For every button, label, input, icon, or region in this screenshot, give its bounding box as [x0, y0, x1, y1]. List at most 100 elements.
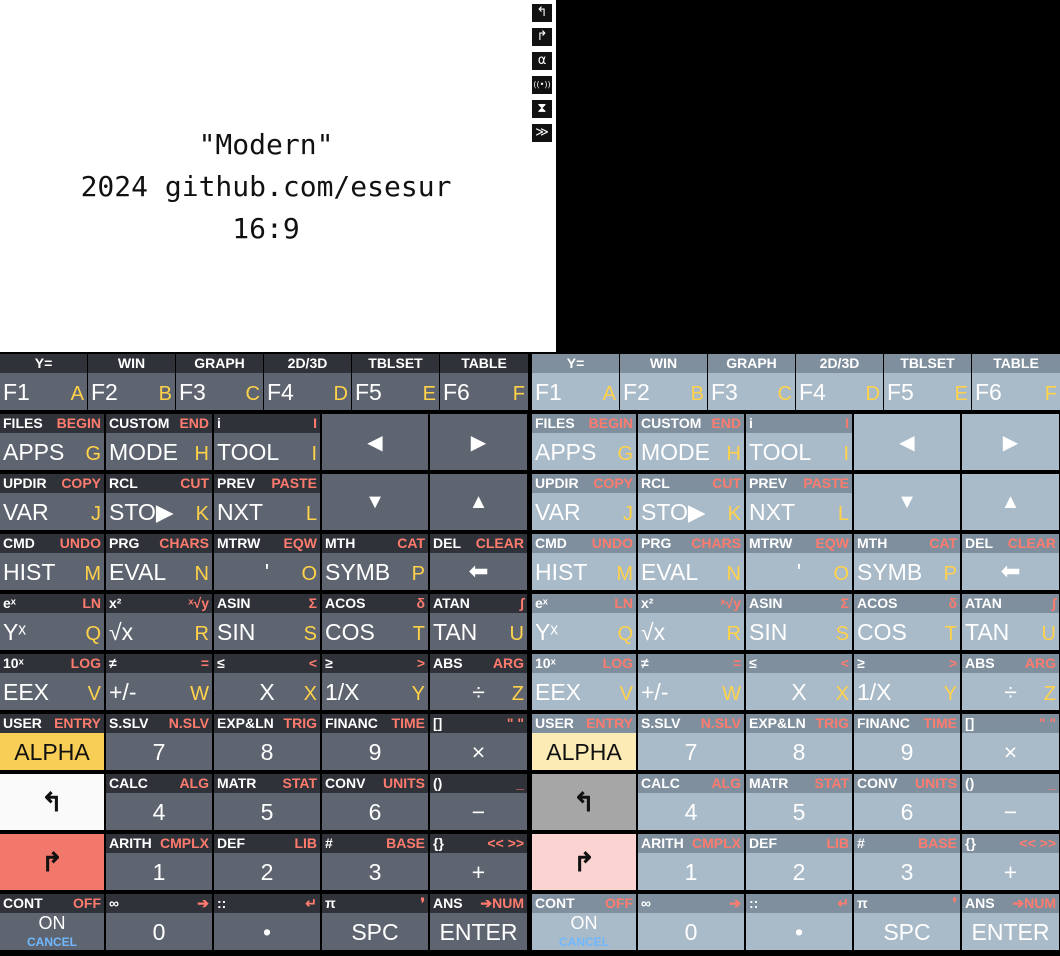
right-on-key[interactable]: CONT OFF ON CANCEL [532, 894, 636, 950]
left-right-shift-key[interactable]: ↱ [0, 834, 104, 890]
left-left-arrow-key[interactable]: ◀ [322, 414, 428, 470]
left-key-row1-2[interactable]: i I TOOL I [214, 414, 320, 470]
left-key-row6-1[interactable]: S.SLV N.SLV 7 [106, 714, 212, 770]
left-key-f3[interactable]: GRAPH F3 C [176, 354, 263, 410]
right-key-row8-4[interactable]: {} << >> + [962, 834, 1059, 890]
right-key-row6-2[interactable]: EXP&LN TRIG 8 [746, 714, 852, 770]
left-key-row3-2[interactable]: MTRW EQW ' O [214, 534, 320, 590]
left-key-row3-0[interactable]: CMD UNDO HIST M [0, 534, 104, 590]
left-key-row7-3[interactable]: CONV UNITS 6 [322, 774, 428, 830]
right-key-row6-1[interactable]: S.SLV N.SLV 7 [638, 714, 744, 770]
right-key-f3[interactable]: GRAPH F3 C [708, 354, 795, 410]
right-key-row7-4[interactable]: () _ − [962, 774, 1059, 830]
left-key-row4-1[interactable]: x² ˣ√y √x R [106, 594, 212, 650]
left-key-f2[interactable]: WIN F2 B [88, 354, 175, 410]
right-key-row3-2[interactable]: MTRW EQW ' O [746, 534, 852, 590]
left-key-row8-4[interactable]: {} << >> + [430, 834, 527, 890]
right-key-row4-3[interactable]: ACOS δ COS T [854, 594, 960, 650]
left-key-row9-3[interactable]: π ❜ SPC [322, 894, 428, 950]
right-key-row5-2[interactable]: ≤ < X X [746, 654, 852, 710]
right-key-row6-3[interactable]: FINANC TIME 9 [854, 714, 960, 770]
right-key-row7-2[interactable]: MATR STAT 5 [746, 774, 852, 830]
right-key-row4-2[interactable]: ASIN Σ SIN S [746, 594, 852, 650]
left-key-row4-4[interactable]: ATAN ∫ TAN U [430, 594, 527, 650]
right-right-arrow-key[interactable]: ▶ [962, 414, 1059, 470]
right-key-f6[interactable]: TABLE F6 F [972, 354, 1060, 410]
right-key-row2-1[interactable]: RCL CUT STO▶ K [638, 474, 744, 530]
left-key-row6-2[interactable]: EXP&LN TRIG 8 [214, 714, 320, 770]
left-key-row6-3[interactable]: FINANC TIME 9 [322, 714, 428, 770]
right-key-row3-3[interactable]: MTH CAT SYMB P [854, 534, 960, 590]
left-key-row4-0[interactable]: eˣ LN Yˣ Q [0, 594, 104, 650]
left-key-row5-4[interactable]: ABS ARG ÷ Z [430, 654, 527, 710]
left-down-arrow-key[interactable]: ▼ [322, 474, 428, 530]
right-key-row1-0[interactable]: FILES BEGIN APPS G [532, 414, 636, 470]
right-key-row3-4[interactable]: DEL CLEAR ⬅ [962, 534, 1059, 590]
left-key-row1-0[interactable]: FILES BEGIN APPS G [0, 414, 104, 470]
left-key-row2-1[interactable]: RCL CUT STO▶ K [106, 474, 212, 530]
left-key-row4-3[interactable]: ACOS δ COS T [322, 594, 428, 650]
left-key-row9-1[interactable]: ∞ ➔ 0 [106, 894, 212, 950]
left-key-f5[interactable]: TBLSET F5 E [352, 354, 439, 410]
right-key-row4-0[interactable]: eˣ LN Yˣ Q [532, 594, 636, 650]
left-key-row3-3[interactable]: MTH CAT SYMB P [322, 534, 428, 590]
right-key-f4[interactable]: 2D/3D F4 D [796, 354, 883, 410]
left-key-row9-2[interactable]: :: ↵ • [214, 894, 320, 950]
right-left-arrow-key[interactable]: ◀ [854, 414, 960, 470]
left-key-row1-1[interactable]: CUSTOM END MODE H [106, 414, 212, 470]
right-key-row6-4[interactable]: [] " " × [962, 714, 1059, 770]
left-left-shift-key[interactable]: ↰ [0, 774, 104, 830]
left-key-row4-2[interactable]: ASIN Σ SIN S [214, 594, 320, 650]
right-down-arrow-key[interactable]: ▼ [854, 474, 960, 530]
left-key-row5-3[interactable]: ≥ >1/X Y [322, 654, 428, 710]
right-key-f2[interactable]: WIN F2 B [620, 354, 707, 410]
left-key-row6-4[interactable]: [] " " × [430, 714, 527, 770]
left-key-f4[interactable]: 2D/3D F4 D [264, 354, 351, 410]
left-key-row2-0[interactable]: UPDIR COPY VAR J [0, 474, 104, 530]
right-up-arrow-key[interactable]: ▲ [962, 474, 1059, 530]
right-key-row2-2[interactable]: PREV PASTE NXT L [746, 474, 852, 530]
right-key-row9-4[interactable]: ANS ➔NUM ENTER [962, 894, 1059, 950]
right-key-row7-3[interactable]: CONV UNITS 6 [854, 774, 960, 830]
left-key-row9-4[interactable]: ANS ➔NUM ENTER [430, 894, 527, 950]
left-key-row8-2[interactable]: DEF LIB 2 [214, 834, 320, 890]
left-key-row8-1[interactable]: ARITH CMPLX 1 [106, 834, 212, 890]
right-key-row8-2[interactable]: DEF LIB 2 [746, 834, 852, 890]
right-key-row1-1[interactable]: CUSTOM END MODE H [638, 414, 744, 470]
right-key-row9-3[interactable]: π ❜ SPC [854, 894, 960, 950]
right-key-row9-1[interactable]: ∞ ➔ 0 [638, 894, 744, 950]
right-key-row5-1[interactable]: ≠ = +/- W [638, 654, 744, 710]
left-key-row7-1[interactable]: CALC ALG 4 [106, 774, 212, 830]
right-key-row5-4[interactable]: ABS ARG ÷ Z [962, 654, 1059, 710]
right-right-shift-key[interactable]: ↱ [532, 834, 636, 890]
right-key-row8-3[interactable]: # BASE 3 [854, 834, 960, 890]
left-key-row6-0[interactable]: USER ENTRY ALPHA [0, 714, 104, 770]
right-key-row8-1[interactable]: ARITH CMPLX 1 [638, 834, 744, 890]
left-key-row5-2[interactable]: ≤ < X X [214, 654, 320, 710]
left-key-row7-2[interactable]: MATR STAT 5 [214, 774, 320, 830]
right-key-row4-1[interactable]: x² ˣ√y √x R [638, 594, 744, 650]
right-key-row7-1[interactable]: CALC ALG 4 [638, 774, 744, 830]
left-key-f1[interactable]: Y= F1 A [0, 354, 87, 410]
right-key-row9-2[interactable]: :: ↵ • [746, 894, 852, 950]
left-right-arrow-key[interactable]: ▶ [430, 414, 527, 470]
left-key-row2-2[interactable]: PREV PASTE NXT L [214, 474, 320, 530]
right-key-row6-0[interactable]: USER ENTRY ALPHA [532, 714, 636, 770]
right-key-f5[interactable]: TBLSET F5 E [884, 354, 971, 410]
left-key-row3-4[interactable]: DEL CLEAR ⬅ [430, 534, 527, 590]
right-key-row1-2[interactable]: i I TOOL I [746, 414, 852, 470]
right-left-shift-key[interactable]: ↰ [532, 774, 636, 830]
left-key-row5-1[interactable]: ≠ = +/- W [106, 654, 212, 710]
left-key-row5-0[interactable]: 10ˣ LOG EEX V [0, 654, 104, 710]
left-on-key[interactable]: CONT OFF ON CANCEL [0, 894, 104, 950]
right-key-row4-4[interactable]: ATAN ∫ TAN U [962, 594, 1059, 650]
right-key-row5-0[interactable]: 10ˣ LOG EEX V [532, 654, 636, 710]
right-key-row3-1[interactable]: PRG CHARS EVAL N [638, 534, 744, 590]
right-key-row3-0[interactable]: CMD UNDO HIST M [532, 534, 636, 590]
right-key-row2-0[interactable]: UPDIR COPY VAR J [532, 474, 636, 530]
left-key-row3-1[interactable]: PRG CHARS EVAL N [106, 534, 212, 590]
left-key-f6[interactable]: TABLE F6 F [440, 354, 528, 410]
right-key-row5-3[interactable]: ≥ >1/X Y [854, 654, 960, 710]
left-key-row8-3[interactable]: # BASE 3 [322, 834, 428, 890]
left-key-row7-4[interactable]: () _ − [430, 774, 527, 830]
